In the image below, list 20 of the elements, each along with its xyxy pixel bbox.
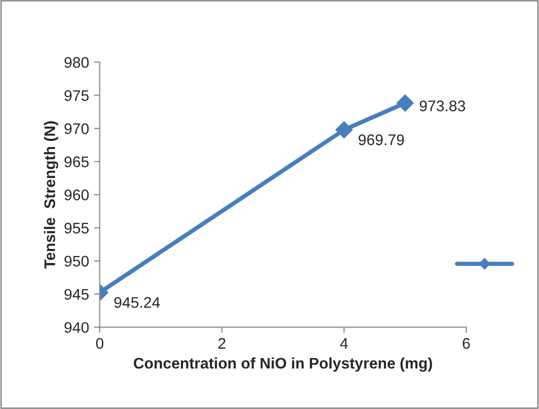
data-label: 973.83: [420, 100, 466, 112]
y-tick-label: 945: [64, 288, 89, 300]
x-axis-title: Concentration of NiO in Polystyrene (mg): [134, 357, 432, 372]
point: [396, 94, 414, 112]
x-tick-label: 4: [340, 338, 348, 349]
y-tick-label: 970: [64, 123, 89, 134]
point: [336, 121, 353, 138]
x-tick-label: 2: [218, 338, 226, 349]
y-tick-label: 955: [64, 222, 89, 234]
y-tick-label: 975: [64, 90, 89, 101]
x-tick-label: 6: [462, 338, 470, 349]
y-tick-label: 960: [64, 190, 89, 200]
y-tick-label: 980: [64, 57, 89, 68]
y-tick-label: 950: [64, 256, 89, 267]
x-tick-label: 0: [96, 338, 104, 349]
y-axis-title: Tensile Strength (N): [44, 121, 58, 269]
data-label: 969.79: [358, 134, 404, 146]
y-tick-label: 965: [64, 156, 89, 168]
data-label: 945.24: [114, 297, 160, 308]
y-tick-label: 940: [64, 322, 89, 333]
